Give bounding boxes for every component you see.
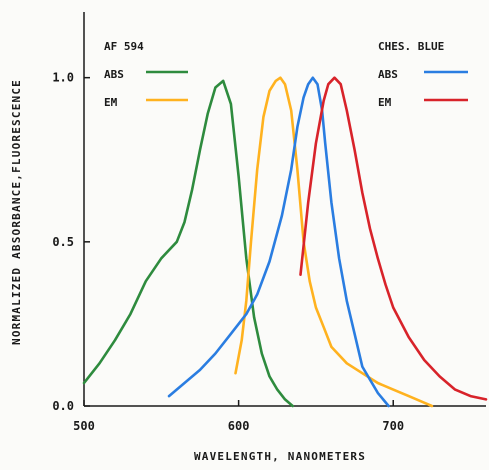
- x-tick-label-700: 700: [382, 419, 404, 433]
- legend-ches-blue: CHES. BLUE ABS EM: [378, 40, 468, 109]
- legend-ches-blue-abs-label: ABS: [378, 68, 398, 81]
- axis-ticks: 500 600 700 0.0 0.5 1.0: [52, 71, 404, 433]
- y-tick-label-1.0: 1.0: [52, 71, 74, 85]
- legend-ches-blue-em-label: EM: [378, 96, 392, 109]
- legend-af594: AF 594 ABS EM: [104, 40, 188, 109]
- legend-af594-title: AF 594: [104, 40, 144, 53]
- x-tick-label-600: 600: [228, 419, 250, 433]
- series-line-ches-blue-abs: [167, 76, 390, 408]
- data-series: [82, 76, 488, 408]
- x-axis-title: WAVELENGTH, NANOMETERS: [194, 450, 366, 463]
- series-line-ches-blue-em: [299, 76, 488, 401]
- x-tick-label-500: 500: [73, 419, 95, 433]
- series-line-af-594-em: [234, 76, 434, 408]
- y-tick-label-0.5: 0.5: [52, 235, 74, 249]
- legend-ches-blue-title: CHES. BLUE: [378, 40, 444, 53]
- legend-af594-abs-label: ABS: [104, 68, 124, 81]
- legend-af594-em-label: EM: [104, 96, 118, 109]
- series-line-af-594-abs: [82, 79, 295, 408]
- y-axis-title: NORMALIZED ABSORBANCE,FLUORESCENCE: [10, 79, 23, 345]
- y-tick-label-0.0: 0.0: [52, 399, 74, 413]
